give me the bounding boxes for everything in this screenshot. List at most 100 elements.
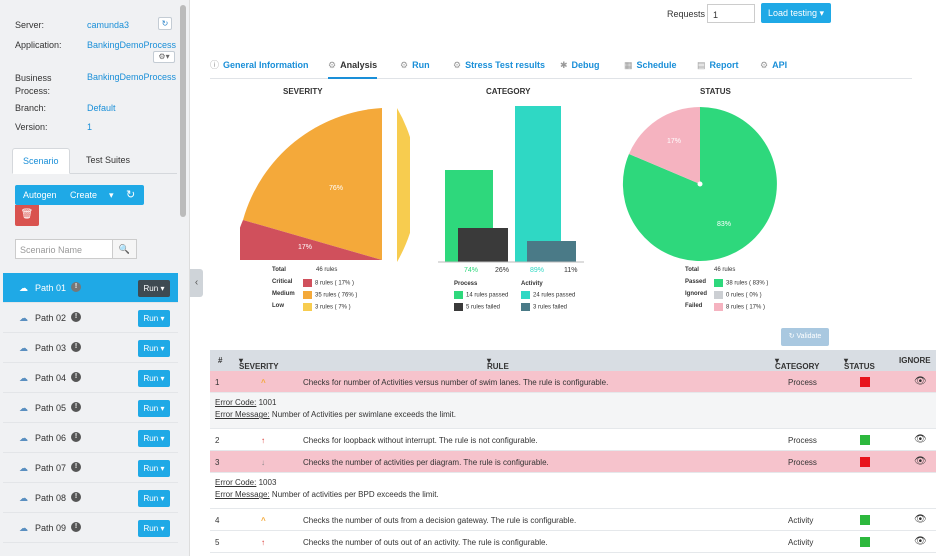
table-row[interactable]: 5 ↑ Checks the number of outs out of an ac…: [210, 531, 936, 553]
rules-table: # SEVERITY ▾ RULE DESCRIPTION ▾ CATEGORY…: [210, 350, 936, 553]
path-item[interactable]: ☁ Path 07! Run ▾: [3, 453, 178, 483]
warning-icon: !: [71, 522, 81, 532]
path-item[interactable]: ☁ Path 01! Run ▾: [3, 273, 178, 303]
severity-icon: ^: [261, 516, 266, 525]
create-dropdown-icon[interactable]: ▾: [109, 190, 114, 200]
severity-title: SEVERITY: [283, 87, 323, 96]
scenario-search-input[interactable]: Scenario Name: [15, 239, 113, 259]
tab-stress-test-results[interactable]: ⚙ Stress Test results: [453, 55, 545, 79]
run-button[interactable]: Run ▾: [138, 490, 170, 507]
slice-critical: [240, 220, 382, 260]
pie-center: [697, 181, 703, 187]
tab-schedule[interactable]: ▦ Schedule: [624, 55, 677, 79]
create-button[interactable]: Create: [70, 190, 98, 200]
legend-value: 24 rules passed: [533, 292, 576, 299]
refresh-icon: ↻: [161, 19, 169, 28]
path-item[interactable]: ☁ Path 09! Run ▾: [3, 513, 178, 543]
sidebar-scrollbar[interactable]: [180, 5, 186, 217]
table-row[interactable]: 2 ↑ Checks for loopback without interrupt.…: [210, 429, 936, 451]
tab-api[interactable]: ⚙ API: [760, 55, 787, 79]
legend-value: 14 rules passed: [466, 292, 509, 299]
col-category[interactable]: CATEGORY ▾: [775, 356, 820, 371]
legend-value: 8 rules ( 17% ): [726, 304, 766, 311]
legend-total: Total 46 rules: [272, 267, 392, 279]
legend-value: 3 rules failed: [533, 304, 568, 311]
cat-pct-activity-failed: 11%: [564, 267, 578, 274]
run-button[interactable]: Run ▾: [138, 460, 170, 477]
reload-icon[interactable]: ↻: [126, 189, 136, 201]
cat-pct-process-passed: 74%: [464, 267, 478, 274]
pct: 74%: [464, 267, 479, 274]
cat-pct-process-failed: 26%: [495, 267, 510, 274]
table-row[interactable]: 1 ^ Checks for number of Activities versus…: [210, 371, 936, 393]
version-value[interactable]: 1: [87, 122, 93, 132]
run-label: Run: [143, 344, 159, 353]
autogen-button[interactable]: Autogen: [23, 190, 57, 200]
error-code-label: Error Code:: [215, 478, 257, 487]
legend-label: Failed: [685, 303, 703, 309]
path-label: Path 04: [35, 373, 67, 383]
col-status[interactable]: STATUS ▾: [844, 356, 875, 371]
server-value[interactable]: camunda3: [87, 20, 130, 30]
status-indicator: [860, 515, 870, 525]
run-label: Run: [143, 464, 159, 473]
application-value[interactable]: BankingDemoProcess: [87, 40, 177, 50]
bug-icon: ✱: [560, 60, 568, 70]
legend-medium: Medium 35 rules ( 76% ): [272, 291, 392, 303]
run-button[interactable]: Run ▾: [138, 520, 170, 537]
requests-input[interactable]: 1: [707, 4, 755, 23]
path-item[interactable]: ☁ Path 05! Run ▾: [3, 393, 178, 423]
category-legend-process: Process 14 rules passed 5 rules failed: [454, 281, 524, 315]
path-label: Path 03: [35, 343, 67, 353]
rule-category: Process: [788, 458, 817, 467]
collapse-sidebar-button[interactable]: ‹: [190, 269, 203, 297]
pct: 89%: [530, 267, 545, 274]
run-button[interactable]: Run ▾: [138, 400, 170, 417]
validate-button[interactable]: ↻ Validate: [781, 328, 829, 346]
settings-button[interactable]: ⚙▾: [153, 51, 175, 63]
eye-icon[interactable]: 👁: [914, 434, 927, 445]
eye-icon[interactable]: 👁: [914, 456, 927, 467]
path-item[interactable]: ☁ Path 03! Run ▾: [3, 333, 178, 363]
legend-total: Total 46 rules: [685, 267, 805, 279]
path-item[interactable]: ☁ Path 08! Run ▾: [3, 483, 178, 513]
tab-analysis[interactable]: ⚙ Analysis: [328, 55, 378, 79]
server-label: Server:: [15, 20, 45, 30]
run-button[interactable]: Run ▾: [138, 370, 170, 387]
path-item[interactable]: ☁ Path 06! Run ▾: [3, 423, 178, 453]
tab-general-information[interactable]: ⓘ General Information: [210, 55, 309, 79]
tab-report[interactable]: ▤ Report: [697, 55, 739, 79]
run-label: Run: [143, 284, 159, 293]
warning-icon: !: [71, 282, 81, 292]
run-button[interactable]: Run ▾: [138, 430, 170, 447]
eye-icon[interactable]: 👁: [914, 536, 927, 547]
eye-icon[interactable]: 👁: [914, 376, 927, 387]
run-button[interactable]: Run ▾: [138, 310, 170, 327]
tab-scenario[interactable]: Scenario: [12, 148, 70, 174]
category-bar-chart: [438, 106, 584, 263]
rule-description: Checks the number of outs out of an acti…: [303, 538, 548, 547]
path-item[interactable]: ☁ Path 04! Run ▾: [3, 363, 178, 393]
tab-test-suites[interactable]: Test Suites: [86, 155, 131, 165]
business-process-value[interactable]: BankingDemoProcess: [87, 72, 177, 82]
run-button[interactable]: Run ▾: [138, 280, 170, 297]
tab-run[interactable]: ⚙ Run: [400, 55, 430, 79]
rule-category: Activity: [788, 538, 814, 547]
run-button[interactable]: Run ▾: [138, 340, 170, 357]
path-list: ☁ Path 01! Run ▾ ☁ Path 02! Run ▾ ☁ Path 03! Run…: [3, 273, 178, 543]
col-rule-description[interactable]: RULE DESCRIPTION ▾: [487, 356, 542, 380]
path-item[interactable]: ☁ Path 02! Run ▾: [3, 303, 178, 333]
table-row[interactable]: 4 ^ Checks the number of outs from a decis…: [210, 509, 936, 531]
search-button[interactable]: 🔍: [113, 239, 137, 259]
branch-value[interactable]: Default: [87, 103, 116, 113]
table-row[interactable]: 3 ↓ Checks the number of activities per di…: [210, 451, 936, 473]
status-indicator: [860, 435, 870, 445]
col-severity[interactable]: SEVERITY ▾: [239, 356, 279, 371]
refresh-server-button[interactable]: ↻: [158, 17, 172, 30]
eye-icon[interactable]: 👁: [914, 514, 927, 525]
gear-icon: ⚙▾: [158, 52, 170, 61]
tab-debug[interactable]: ✱ Debug: [560, 55, 600, 79]
delete-button[interactable]: 🗑: [15, 205, 39, 226]
path-label: Path 07: [35, 463, 67, 473]
load-testing-button[interactable]: Load testing ▾: [761, 3, 831, 23]
